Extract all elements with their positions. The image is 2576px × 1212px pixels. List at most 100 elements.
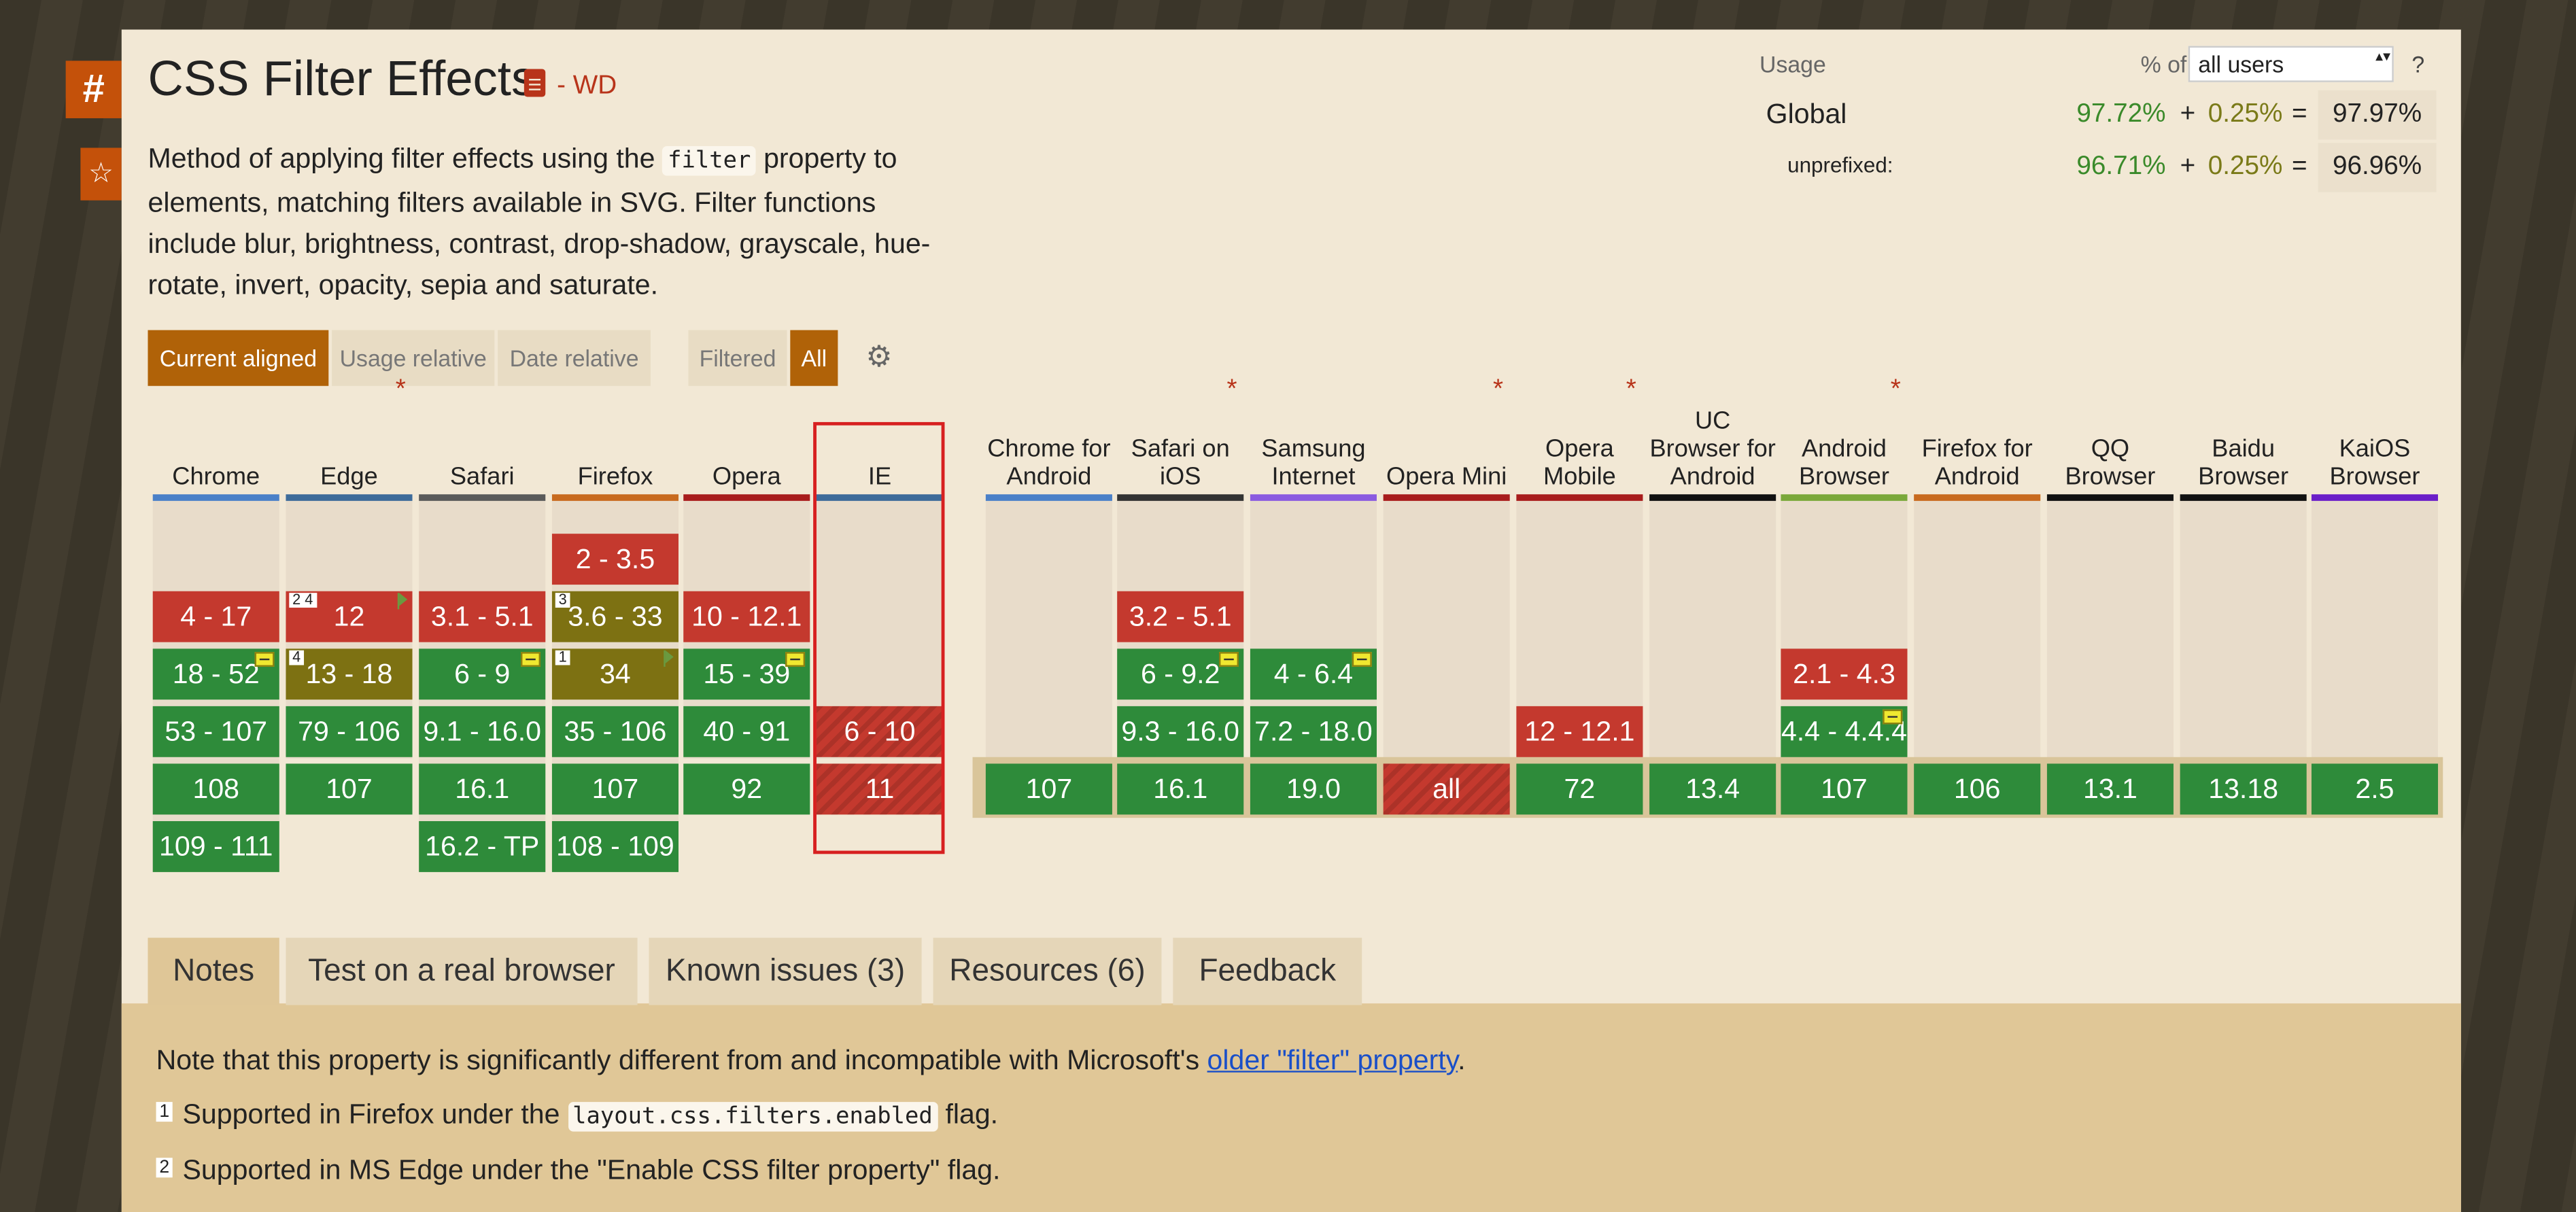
- support-cell[interactable]: 108: [152, 763, 279, 815]
- version-range: 4 - 6.4: [1273, 657, 1354, 689]
- support-cell[interactable]: 4.4 - 4.4.4: [1781, 706, 1908, 757]
- browser-column-bg: [2180, 500, 2307, 759]
- note-main-text: Note that this property is significantly…: [156, 1044, 1200, 1076]
- browser-header[interactable]: Opera: [683, 376, 810, 491]
- support-cell[interactable]: 3.1 - 5.1: [419, 591, 546, 642]
- browser-header[interactable]: UC Browser for Android: [1649, 376, 1776, 491]
- support-cell[interactable]: 12 - 12.1: [1516, 706, 1643, 757]
- support-cell[interactable]: 79 - 106: [286, 706, 413, 757]
- browser-header[interactable]: Samsung Internet: [1250, 376, 1377, 491]
- version-range: 3.2 - 5.1: [1129, 600, 1232, 631]
- help-icon[interactable]: ?: [2411, 50, 2425, 77]
- support-cell[interactable]: 7.2 - 18.0: [1250, 706, 1377, 757]
- support-cell[interactable]: all: [1383, 763, 1510, 815]
- browser-name: Opera Mobile: [1543, 435, 1616, 491]
- support-cell[interactable]: 2.1 - 4.3: [1781, 648, 1908, 700]
- browser-name: Edge: [320, 463, 378, 491]
- support-cell[interactable]: 13.18: [2180, 763, 2307, 815]
- support-cell[interactable]: 72: [1516, 763, 1643, 815]
- usage-relative-button[interactable]: Usage relative: [332, 330, 495, 386]
- support-cell[interactable]: 12 2 4: [286, 591, 413, 642]
- tab-feedback[interactable]: Feedback: [1173, 937, 1362, 1005]
- spec-document-icon[interactable]: [523, 69, 546, 97]
- filtered-button[interactable]: Filtered: [688, 330, 787, 386]
- support-cell[interactable]: 108 - 109: [551, 820, 679, 872]
- support-cell[interactable]: 35 - 106: [551, 706, 679, 757]
- support-cell[interactable]: 3.6 - 33 3: [551, 591, 679, 642]
- browser-header[interactable]: Firefox: [552, 376, 679, 491]
- browser-header[interactable]: Safari: [419, 376, 545, 491]
- browser-header[interactable]: IE: [817, 376, 943, 491]
- tab-test-on-real-browser[interactable]: Test on a real browser: [286, 937, 638, 1005]
- browser-name: Samsung Internet: [1261, 435, 1366, 491]
- browser-header[interactable]: Android Browser *: [1781, 376, 1907, 491]
- support-cell[interactable]: 9.3 - 16.0: [1117, 706, 1244, 757]
- support-cell[interactable]: 10 - 12.1: [683, 591, 810, 642]
- support-cell[interactable]: 3.2 - 5.1: [1117, 591, 1244, 642]
- browser-header[interactable]: Chrome for Android: [986, 376, 1112, 491]
- note-number-badge: 2 4: [289, 592, 317, 608]
- tab-notes[interactable]: Notes: [148, 937, 279, 1005]
- support-cell[interactable]: 107: [1781, 763, 1908, 815]
- date-relative-button[interactable]: Date relative: [498, 330, 651, 386]
- support-cell[interactable]: 106: [1914, 763, 2041, 815]
- support-cell[interactable]: 6 - 9.2: [1117, 648, 1244, 700]
- equals-sign: =: [2291, 152, 2307, 181]
- version-range: 106: [1953, 772, 2001, 804]
- support-cell[interactable]: 92: [683, 763, 810, 815]
- browser-header[interactable]: Safari on iOS *: [1117, 376, 1243, 491]
- older-filter-property-link[interactable]: older "filter" property: [1207, 1044, 1458, 1076]
- support-cell[interactable]: 16.1: [1117, 763, 1244, 815]
- version-range: 13.4: [1685, 772, 1740, 804]
- support-cell[interactable]: 16.1: [419, 763, 546, 815]
- version-range: 35 - 106: [564, 715, 667, 747]
- support-cell[interactable]: 13.4: [1649, 763, 1776, 815]
- all-button[interactable]: All: [790, 330, 838, 386]
- browser-header[interactable]: KaiOS Browser: [2312, 376, 2438, 491]
- star-icon[interactable]: ☆: [80, 148, 122, 201]
- support-cell[interactable]: 11: [816, 763, 944, 815]
- spec-status[interactable]: - WD: [557, 72, 617, 101]
- browser-name: KaiOS Browser: [2329, 435, 2420, 491]
- support-cell[interactable]: 19.0: [1250, 763, 1377, 815]
- support-cell[interactable]: 13 - 18 4: [286, 648, 413, 700]
- browser-header[interactable]: QQ Browser: [2047, 376, 2174, 491]
- browser-header[interactable]: Opera Mini *: [1384, 376, 1510, 491]
- support-cell[interactable]: 107: [286, 763, 413, 815]
- permalink-hash-button[interactable]: #: [65, 60, 122, 118]
- gear-icon[interactable]: ⚙: [865, 340, 893, 373]
- support-cell[interactable]: 2.5: [2311, 763, 2439, 815]
- support-cell[interactable]: 53 - 107: [152, 706, 279, 757]
- support-cell[interactable]: 4 - 17: [152, 591, 279, 642]
- support-cell[interactable]: 18 - 52: [152, 648, 279, 700]
- version-range: 12: [333, 600, 365, 631]
- support-cell[interactable]: 13.1: [2046, 763, 2174, 815]
- tab-known-issues[interactable]: Known issues (3): [649, 937, 922, 1005]
- browser-header[interactable]: Opera Mobile *: [1516, 376, 1643, 491]
- version-range: 72: [1564, 772, 1596, 804]
- support-cell[interactable]: 34 1: [551, 648, 679, 700]
- support-cell[interactable]: 6 - 9: [419, 648, 546, 700]
- usage-label: Usage: [1759, 50, 1826, 77]
- support-cell[interactable]: 2 - 3.5: [551, 534, 679, 585]
- support-cell[interactable]: 107: [551, 763, 679, 815]
- support-cell[interactable]: 9.1 - 16.0: [419, 706, 546, 757]
- browser-header[interactable]: Firefox for Android: [1914, 376, 2040, 491]
- support-cell[interactable]: 15 - 39: [683, 648, 810, 700]
- support-cell[interactable]: 4 - 6.4: [1250, 648, 1377, 700]
- version-range: 7.2 - 18.0: [1254, 715, 1373, 747]
- note-2-text: Supported in MS Edge under the "Enable C…: [182, 1154, 1001, 1186]
- tab-resources[interactable]: Resources (6): [933, 937, 1162, 1005]
- current-aligned-button[interactable]: Current aligned: [148, 330, 329, 386]
- support-cell[interactable]: 6 - 10: [816, 706, 944, 757]
- browser-header[interactable]: Chrome: [153, 376, 279, 491]
- users-select[interactable]: all users: [2188, 46, 2394, 82]
- support-cell[interactable]: 40 - 91: [683, 706, 810, 757]
- support-cell[interactable]: 16.2 - TP: [419, 820, 546, 872]
- browser-header[interactable]: Edge *: [286, 376, 412, 491]
- browser-color-bar: [419, 494, 546, 501]
- support-cell[interactable]: 107: [985, 763, 1112, 815]
- version-range: 16.1: [455, 772, 510, 804]
- support-cell[interactable]: 109 - 111: [152, 820, 279, 872]
- browser-header[interactable]: Baidu Browser: [2180, 376, 2307, 491]
